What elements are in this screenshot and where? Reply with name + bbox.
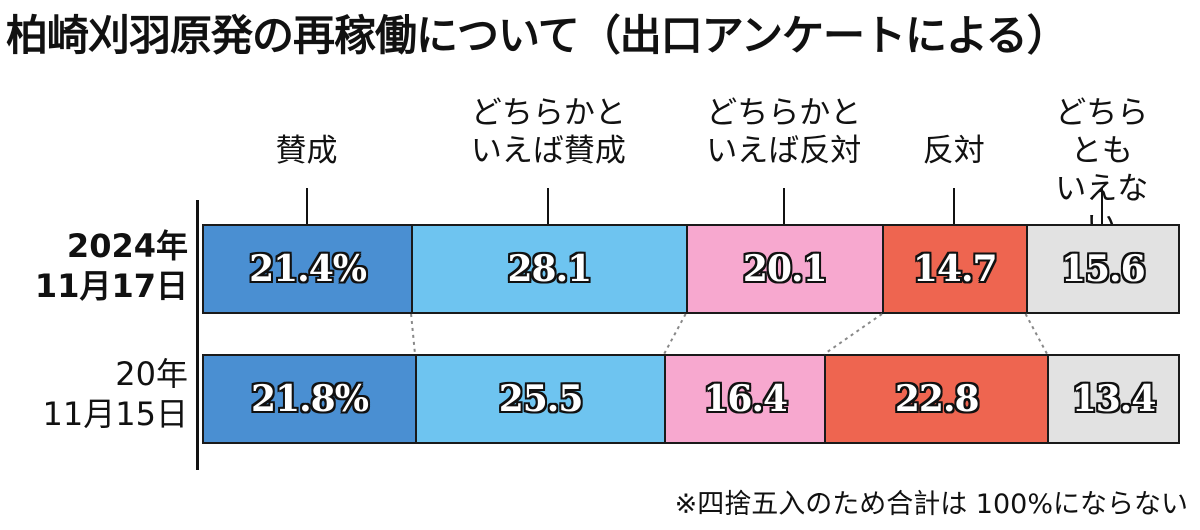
category-tick-4 bbox=[952, 188, 955, 224]
data-label: 21.4% bbox=[249, 248, 367, 290]
category-tick-5 bbox=[1100, 188, 1103, 224]
category-tick-1 bbox=[305, 188, 308, 224]
category-label-1: 賛成 bbox=[275, 133, 338, 169]
data-label: 13.4 bbox=[1071, 378, 1157, 420]
data-label: 21.8% bbox=[251, 378, 369, 420]
category-tick-2 bbox=[547, 188, 550, 224]
category-label-3: どちらかと いえば反対 bbox=[706, 95, 862, 169]
connector-line-4 bbox=[1024, 313, 1048, 355]
bar-segment-1-1: 21.4% bbox=[202, 224, 414, 314]
bar-segment-1-2: 28.1 bbox=[411, 224, 688, 314]
category-label-2: どちらかと いえば賛成 bbox=[470, 95, 626, 169]
footnote: ※四捨五入のため合計は 100%にならない bbox=[674, 489, 1188, 520]
category-tick-3 bbox=[782, 188, 785, 224]
connector-line-1 bbox=[410, 313, 416, 355]
data-label: 20.1 bbox=[742, 248, 828, 290]
bar-segment-2-2: 25.5 bbox=[414, 354, 667, 444]
data-label: 22.8 bbox=[894, 378, 980, 420]
row-label-1: 2024年 11月17日 bbox=[34, 227, 188, 305]
bar-segment-2-3: 16.4 bbox=[664, 354, 827, 444]
y-axis-line bbox=[196, 200, 199, 470]
bar-segment-2-4: 22.8 bbox=[824, 354, 1050, 444]
bar-segment-1-4: 14.7 bbox=[881, 224, 1028, 314]
connector-line-2 bbox=[663, 313, 687, 355]
category-label-4: 反対 bbox=[922, 133, 985, 169]
row-label-2: 20年 11月15日 bbox=[42, 355, 188, 433]
chart-title: 柏崎刈羽原発の再稼働について（出口アンケートによる） bbox=[6, 11, 1069, 60]
data-label: 28.1 bbox=[507, 248, 592, 290]
bar-segment-2-5: 13.4 bbox=[1047, 354, 1180, 444]
bar-segment-1-5: 15.6 bbox=[1025, 224, 1180, 314]
data-label: 14.7 bbox=[912, 248, 998, 290]
data-label: 16.4 bbox=[703, 378, 788, 420]
connector-line-3 bbox=[823, 313, 883, 355]
bar-segment-2-1: 21.8% bbox=[202, 354, 417, 444]
bar-segment-1-3: 20.1 bbox=[685, 224, 884, 314]
data-label: 15.6 bbox=[1060, 248, 1146, 290]
data-label: 25.5 bbox=[498, 378, 584, 420]
